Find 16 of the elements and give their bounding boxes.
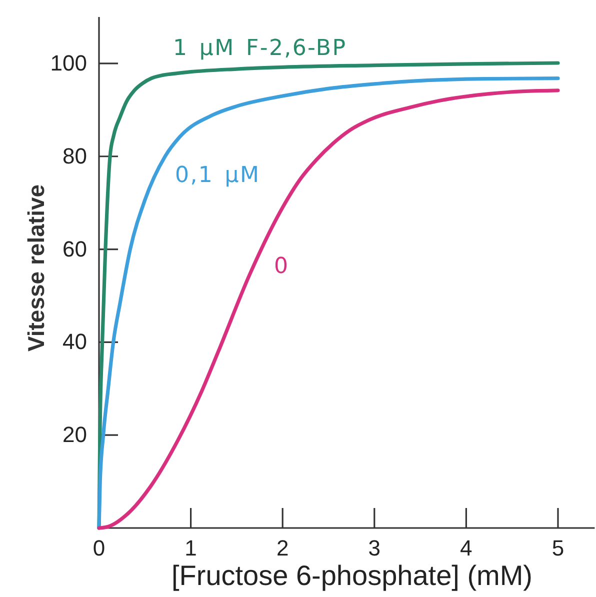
x-tick-label: 5 [552, 536, 564, 561]
x-tick-label: 3 [368, 536, 381, 561]
series-label: 1 μM F-2,6-BP [173, 36, 347, 61]
x-tick-label: 4 [460, 536, 472, 561]
x-tick-label: 1 [184, 536, 197, 561]
x-axis-title: [Fructose 6-phosphate] (mM) [171, 560, 533, 591]
series-label: 0,1 μM [175, 163, 260, 188]
y-axis-title: Vitesse relative [23, 184, 49, 352]
y-tick-label: 100 [50, 50, 87, 76]
y-tick-label: 40 [62, 329, 87, 354]
series-label: 0 [274, 254, 290, 279]
y-tick-label: 80 [62, 143, 87, 168]
x-tick-label: 0 [92, 536, 106, 561]
x-tick-label: 2 [276, 536, 289, 561]
y-tick-label: 60 [62, 236, 87, 262]
y-tick-label: 20 [62, 422, 87, 448]
